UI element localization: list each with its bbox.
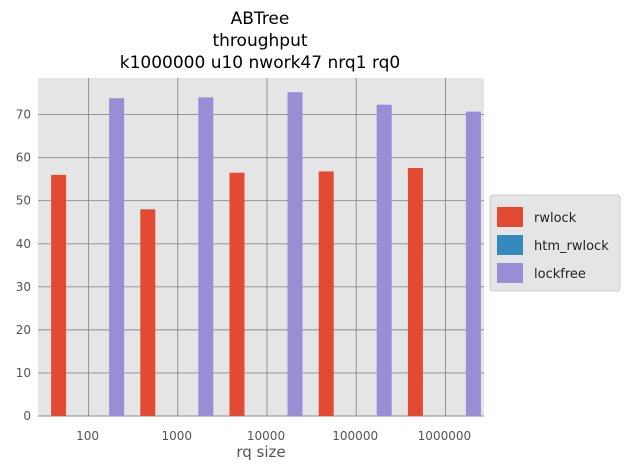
legend-label-rwlock: rwlock xyxy=(534,211,577,226)
x-tick-label: 100000 xyxy=(332,429,378,443)
bar-lockfree-10000 xyxy=(287,92,303,416)
x-tick-label: 1000000 xyxy=(418,429,471,443)
legend: rwlock htm_rwlock lockfree xyxy=(489,194,621,292)
bar-rwlock-1000 xyxy=(140,209,156,416)
x-tick-label: 10000 xyxy=(247,429,285,443)
chart-title-line-1: ABTree xyxy=(231,9,290,29)
bar-lockfree-100 xyxy=(109,98,125,417)
y-tick-labels: 0 10 20 30 40 50 60 70 xyxy=(16,108,31,423)
y-tick-label: 30 xyxy=(16,280,31,294)
x-tick-label: 1000 xyxy=(162,429,193,443)
legend-swatch-lockfree xyxy=(497,263,523,283)
y-tick-label: 20 xyxy=(16,323,31,337)
legend-swatch-htm_rwlock xyxy=(497,235,523,255)
bar-rwlock-10000 xyxy=(229,172,245,416)
y-tick-label: 0 xyxy=(23,409,31,423)
chart-title-line-2: throughput xyxy=(212,31,307,51)
y-tick-label: 70 xyxy=(16,108,31,122)
x-tick-label: 100 xyxy=(76,429,99,443)
bar-lockfree-1000 xyxy=(198,97,214,416)
chart-title-line-3: k1000000 u10 nwork47 nrq1 rq0 xyxy=(120,53,401,73)
x-tick-labels: 100 1000 10000 100000 1000000 xyxy=(76,429,471,443)
bar-rwlock-100000 xyxy=(318,171,334,416)
y-tick-label: 50 xyxy=(16,194,31,208)
legend-label-htm_rwlock: htm_rwlock xyxy=(534,239,609,254)
legend-items: rwlock htm_rwlock lockfree xyxy=(497,207,609,283)
legend-label-lockfree: lockfree xyxy=(534,267,586,282)
y-tick-label: 10 xyxy=(16,366,31,380)
x-axis-label: rq size xyxy=(236,443,285,461)
bars xyxy=(51,92,481,417)
y-tick-label: 60 xyxy=(16,151,31,165)
bar-lockfree-100000 xyxy=(376,104,392,416)
legend-swatch-rwlock xyxy=(497,207,523,227)
bar-rwlock-1000000 xyxy=(407,167,423,416)
y-tick-label: 40 xyxy=(16,237,31,251)
bar-lockfree-1000000 xyxy=(465,111,481,416)
bar-rwlock-100 xyxy=(51,174,67,416)
